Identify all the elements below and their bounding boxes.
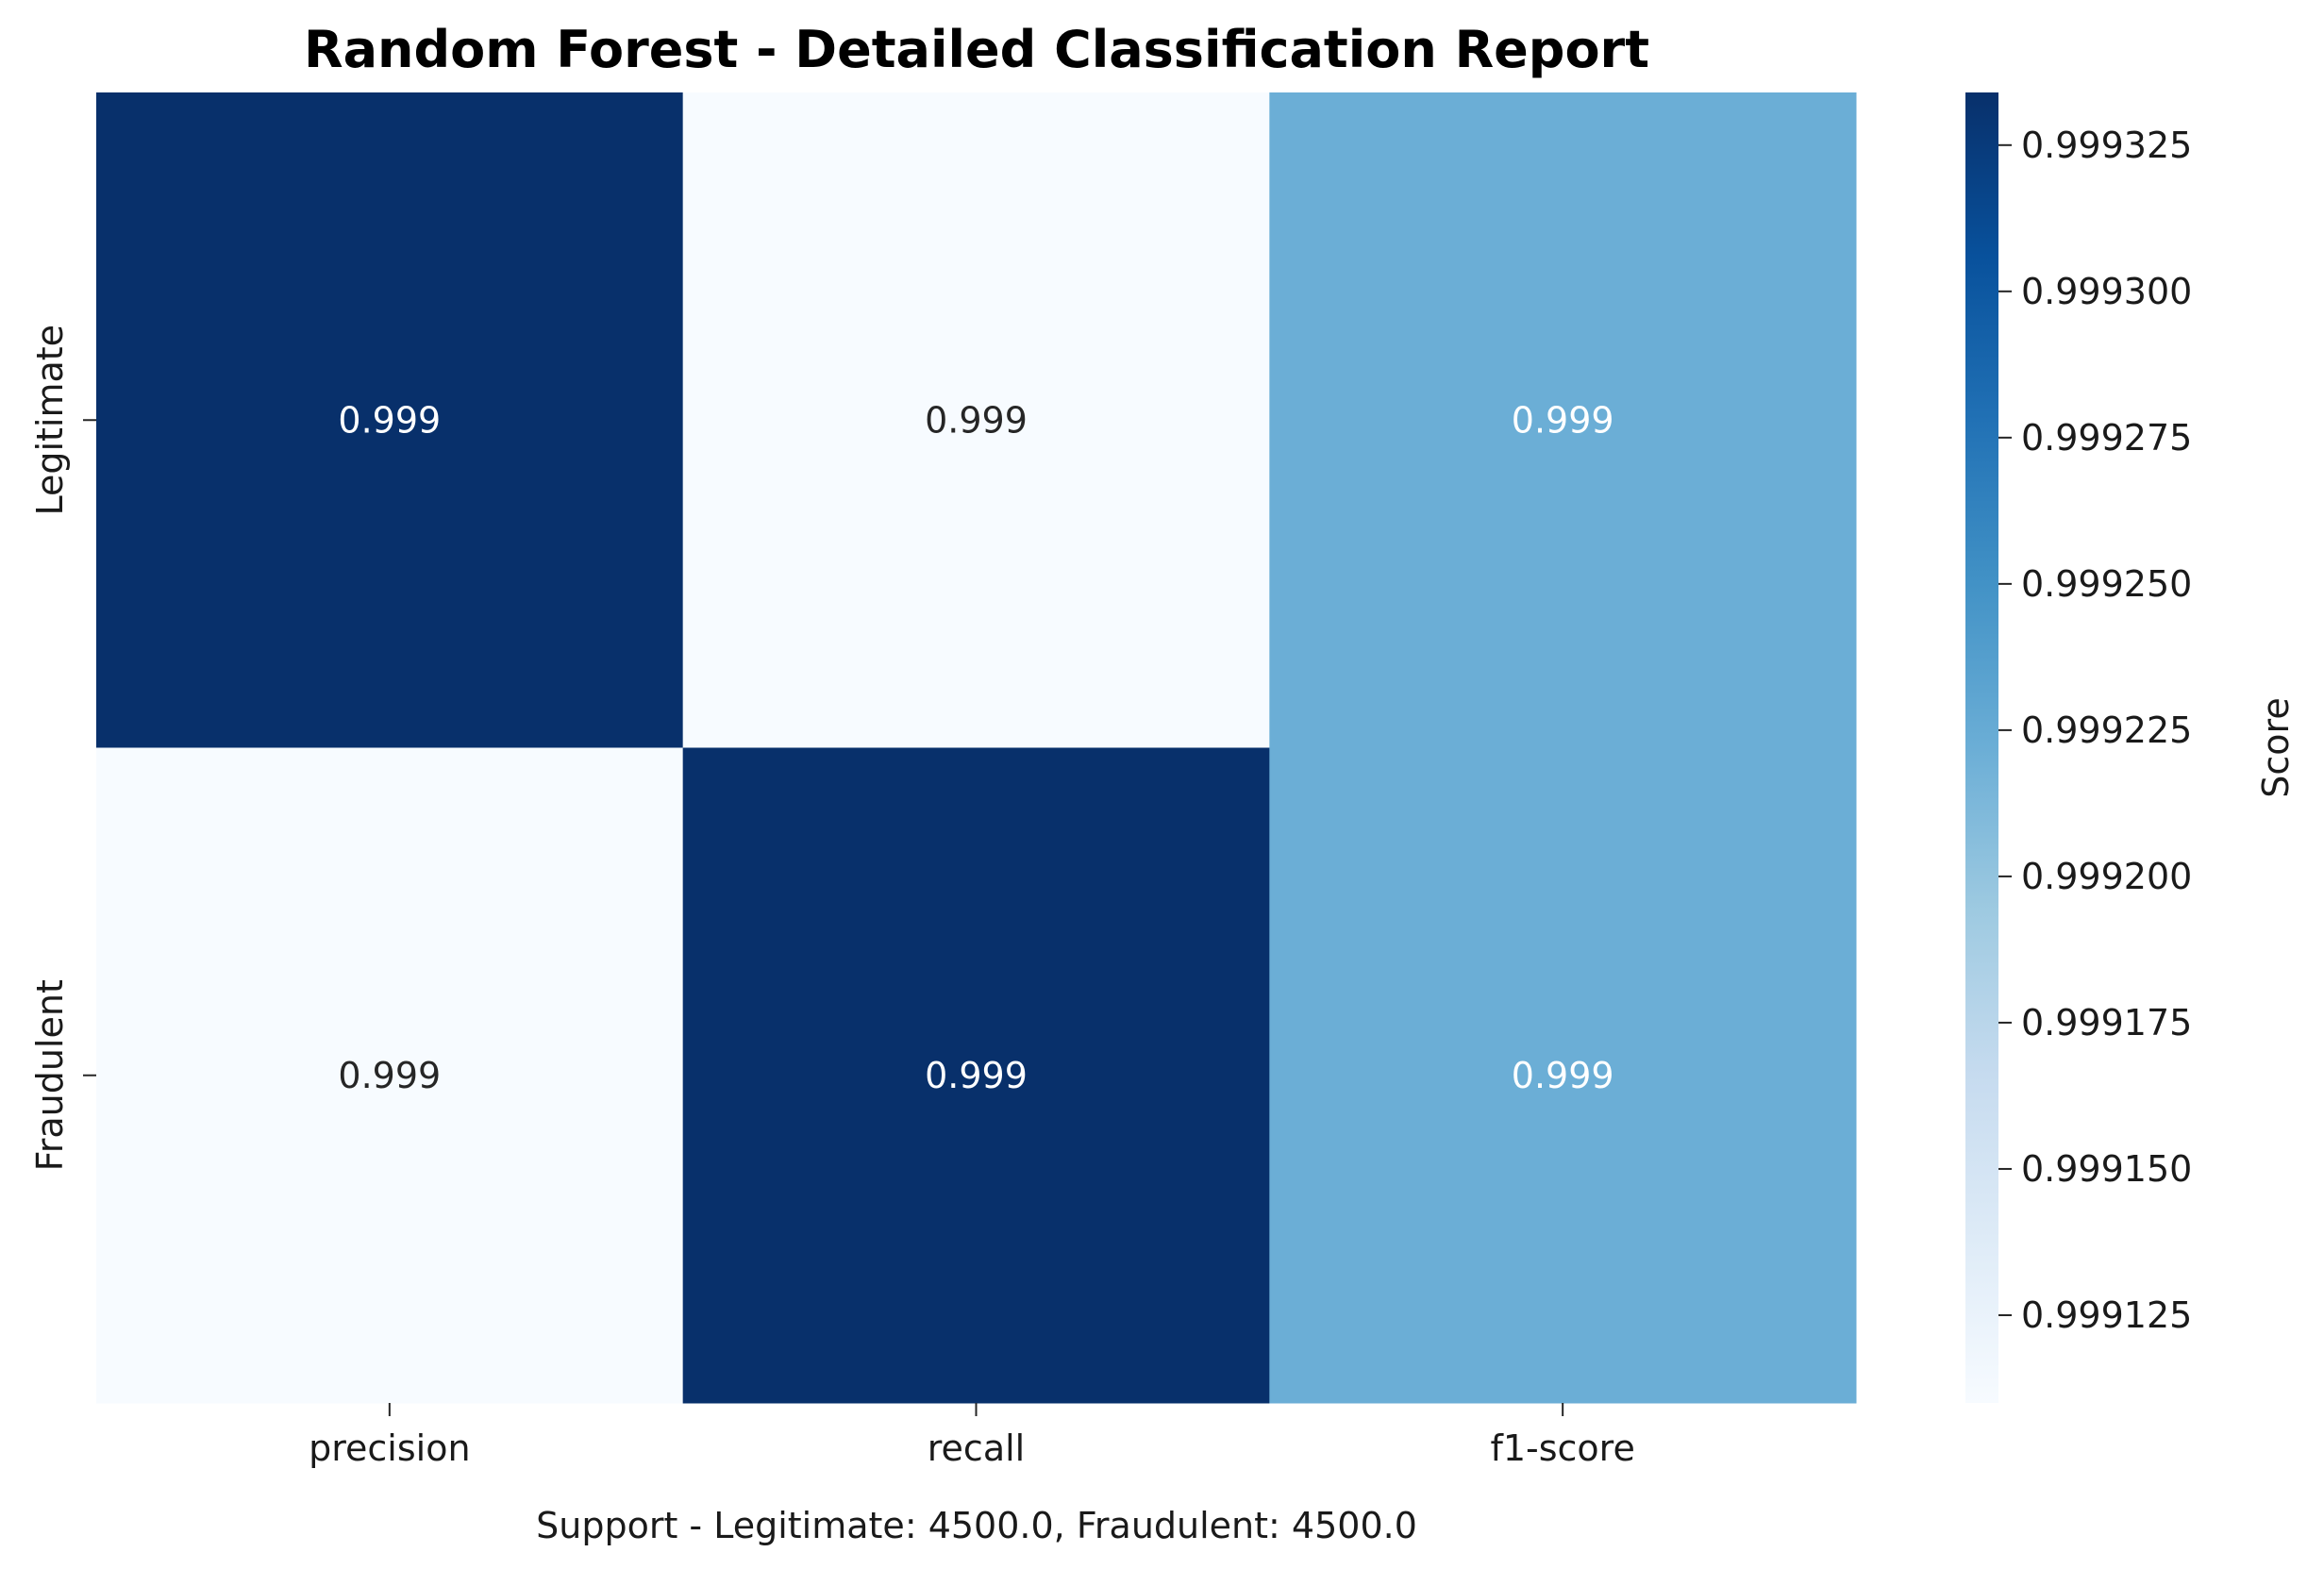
cell-value-label: 0.999 (925, 1055, 1028, 1096)
colorbar-tick-label: 0.999175 (2021, 1002, 2192, 1043)
colorbar-tick-label: 0.999250 (2021, 563, 2192, 605)
colorbar-tick-label: 0.999225 (2021, 709, 2192, 751)
colorbar-tick-label: 0.999325 (2021, 125, 2192, 166)
heatmap-cell (682, 92, 1270, 748)
cell-labels: 0.999 0.999 0.999 0.999 0.999 0.999 (338, 399, 1613, 1096)
cell-value-label: 0.999 (338, 1055, 441, 1096)
y-tick-label: Fraudulent (29, 979, 71, 1171)
cell-value-label: 0.999 (338, 399, 441, 441)
colorbar-tick-label: 0.999300 (2021, 271, 2192, 312)
colorbar-tick-label: 0.999125 (2021, 1294, 2192, 1336)
x-tick-label: precision (309, 1427, 470, 1469)
y-axis: Legitimate Fraudulent (29, 325, 96, 1171)
cell-value-label: 0.999 (1512, 1055, 1614, 1096)
heatmap-cells (96, 92, 1857, 1404)
colorbar-tick-label: 0.999150 (2021, 1148, 2192, 1190)
heatmap-cell (1269, 92, 1857, 748)
colorbar-ticks: 0.999125 0.999150 0.999175 0.999200 0.999225… (1998, 125, 2192, 1336)
heatmap-cell (682, 747, 1270, 1404)
y-tick-label: Legitimate (29, 325, 71, 516)
support-footer: Support - Legitimate: 4500.0, Fraudulent… (536, 1505, 1417, 1546)
x-axis: precision recall f1-score (309, 1403, 1635, 1469)
cell-value-label: 0.999 (1512, 399, 1614, 441)
colorbar-tick-label: 0.999275 (2021, 417, 2192, 459)
chart-title: Random Forest - Detailed Classification … (304, 20, 1649, 79)
colorbar: 0.999125 0.999150 0.999175 0.999200 0.999225… (1965, 92, 2297, 1403)
colorbar-rect (1965, 92, 1998, 1403)
heatmap-cell (1269, 747, 1857, 1404)
colorbar-tick-label: 0.999200 (2021, 856, 2192, 897)
heatmap-cell (96, 92, 684, 748)
colorbar-label: Score (2255, 697, 2297, 797)
cell-value-label: 0.999 (925, 399, 1028, 441)
x-tick-label: f1-score (1490, 1427, 1634, 1469)
x-tick-label: recall (928, 1427, 1025, 1469)
heatmap-cell (96, 747, 684, 1404)
